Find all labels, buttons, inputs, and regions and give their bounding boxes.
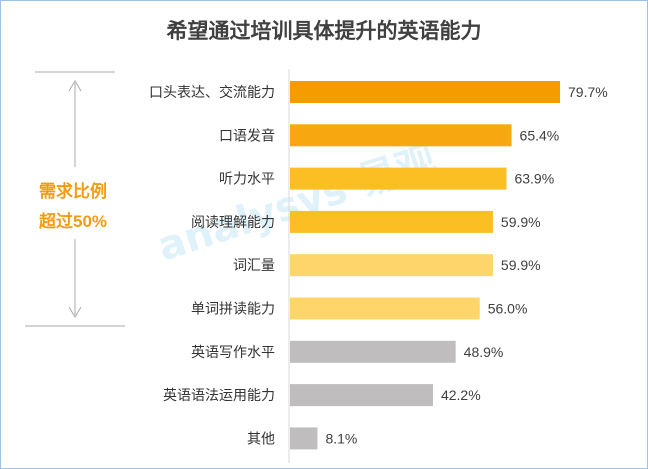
bar: [290, 124, 512, 147]
bar: [290, 210, 493, 233]
bar: [290, 427, 318, 450]
value-label: 42.2%: [441, 387, 481, 403]
value-label: 56.0%: [488, 301, 528, 317]
category-label: 其他: [247, 430, 275, 446]
bar: [290, 81, 560, 103]
value-label: 79.7%: [568, 84, 608, 100]
category-label: 听力水平: [219, 171, 275, 187]
value-label: 8.1%: [325, 430, 357, 446]
chart-title: 希望通过培训具体提升的英语能力: [166, 20, 482, 43]
annotation-line-1: 需求比例: [39, 182, 107, 201]
category-label: 口头表达、交流能力: [149, 84, 275, 100]
demand-bracket: [25, 71, 125, 327]
bar: [290, 167, 507, 190]
value-label: 48.9%: [464, 344, 504, 360]
bar: [290, 297, 480, 320]
arrow-down-icon: [68, 306, 82, 318]
value-label: 59.9%: [501, 257, 541, 273]
category-label: 单词拼读能力: [191, 301, 275, 317]
value-label: 65.4%: [520, 127, 560, 143]
category-label: 英语语法运用能力: [163, 387, 275, 403]
category-label: 词汇量: [233, 257, 275, 273]
annotation-line-2: 超过50%: [38, 212, 108, 231]
arrow-up-icon: [68, 80, 82, 92]
category-label: 口语发音: [219, 127, 275, 143]
bar: [290, 384, 433, 407]
bar: [290, 340, 456, 363]
value-label: 59.9%: [501, 214, 541, 230]
bar: [290, 254, 493, 277]
category-label: 阅读理解能力: [191, 214, 275, 230]
value-label: 63.9%: [514, 171, 554, 187]
category-label: 英语写作水平: [191, 344, 275, 360]
